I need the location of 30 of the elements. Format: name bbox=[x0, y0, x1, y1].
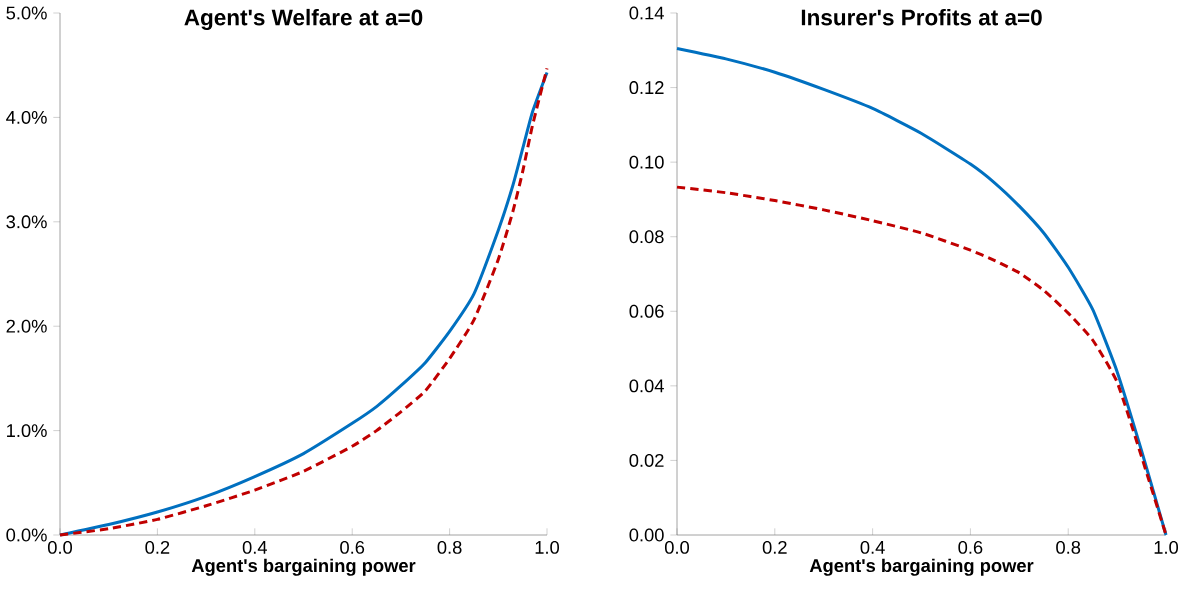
x-tick-label: 1.0 bbox=[535, 540, 560, 554]
y-tick-label: 1.0% bbox=[7, 424, 47, 438]
y-tick-label: 0.06 bbox=[629, 304, 664, 318]
y-tick-label: 0.0% bbox=[6, 528, 47, 542]
y-tick-label: 0.00 bbox=[629, 528, 664, 542]
x-tick-label: 0.6 bbox=[958, 540, 983, 554]
x-axis-title: Agent's bargaining power bbox=[809, 558, 1034, 576]
x-tick-label: 0.6 bbox=[340, 540, 365, 554]
x-tick-label: 0.2 bbox=[145, 540, 170, 554]
chart-title: Insurer's Profits at a=0 bbox=[801, 8, 1042, 26]
x-axis-title: Agent's bargaining power bbox=[191, 558, 416, 576]
y-tick-label: 0.02 bbox=[629, 453, 664, 467]
y-tick-label: 0.12 bbox=[629, 81, 664, 95]
x-tick-label: 0.4 bbox=[242, 540, 267, 554]
y-tick-label: 0.08 bbox=[629, 230, 664, 244]
y-tick-label: 4.0% bbox=[6, 110, 47, 124]
x-tick-label: 0.0 bbox=[47, 540, 73, 554]
x-tick-label: 0.4 bbox=[860, 540, 885, 554]
x-tick-label: 0.8 bbox=[437, 540, 462, 554]
y-tick-label: 3.0% bbox=[6, 215, 47, 229]
x-tick-label: 0.2 bbox=[762, 540, 787, 554]
x-tick-label: 0.8 bbox=[1056, 540, 1081, 554]
y-tick-label: 0.10 bbox=[629, 155, 664, 169]
y-tick-label: 5.0% bbox=[6, 6, 47, 20]
y-tick-label: 0.04 bbox=[629, 379, 664, 393]
chart-title: Agent's Welfare at a=0 bbox=[184, 8, 423, 30]
y-tick-label: 2.0% bbox=[6, 319, 47, 333]
y-tick-label: 0.14 bbox=[629, 6, 664, 20]
x-tick-label: 0.0 bbox=[664, 540, 690, 554]
x-tick-label: 1.0 bbox=[1154, 540, 1179, 554]
